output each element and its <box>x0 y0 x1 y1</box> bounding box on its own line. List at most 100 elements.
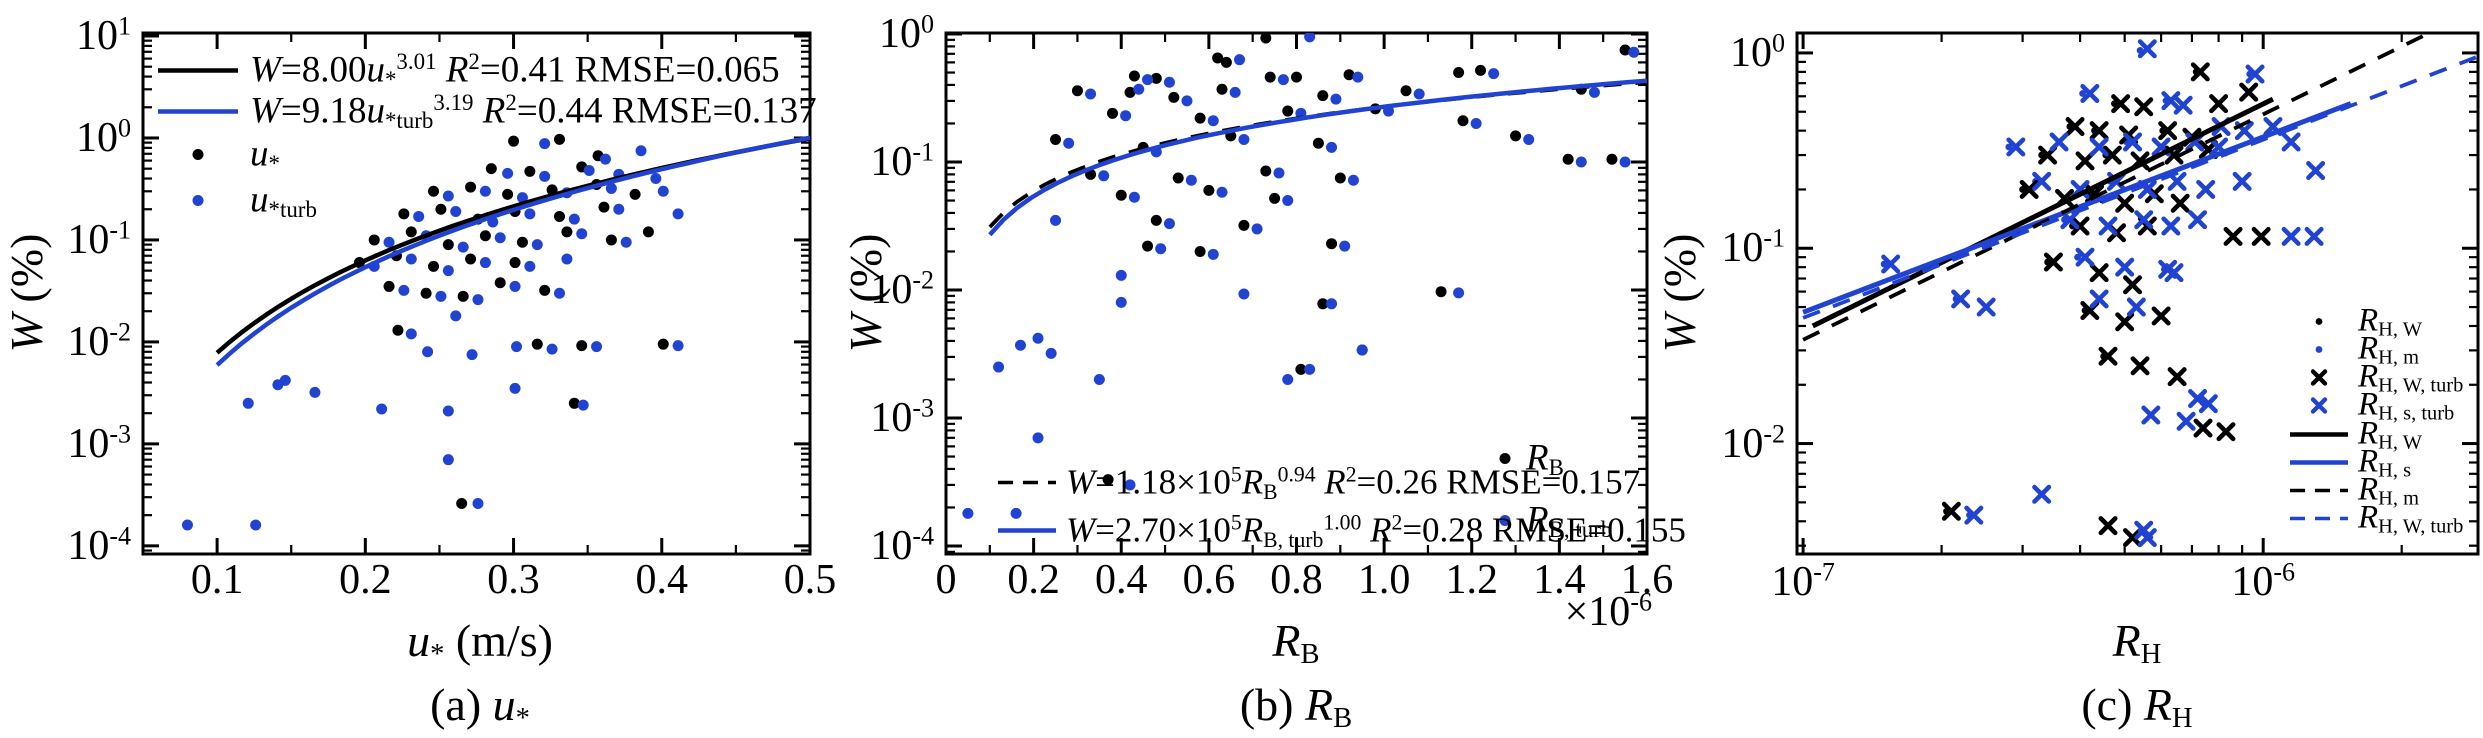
scatter-dot <box>1619 156 1631 168</box>
scatter-x <box>2032 484 2052 504</box>
scatter-x <box>2070 216 2090 236</box>
scatter-dot <box>472 294 484 306</box>
legend-label: RH, m <box>2358 330 2420 369</box>
scatter-dot <box>1229 86 1241 98</box>
legend-entry-c-main-0: RH, W <box>2288 304 2422 340</box>
scatter-x <box>2141 405 2161 425</box>
dash-icon <box>2288 505 2350 531</box>
scatter-dot <box>598 201 610 213</box>
scatter-dot <box>1155 243 1167 255</box>
x-swatch-icon <box>2310 368 2328 386</box>
swatch-x <box>2310 368 2328 386</box>
scatter-dot <box>457 290 469 302</box>
y-tick-label: 10-1 <box>1721 223 1785 272</box>
scatter-dot <box>554 210 566 222</box>
scatter-dot <box>383 280 395 292</box>
scatter-x <box>2170 193 2190 213</box>
caption-a: (a) u* <box>430 679 530 735</box>
scatter-dot <box>456 498 468 510</box>
series-R_H_s_turb <box>1881 39 2326 548</box>
legend-label: u* <box>250 133 280 177</box>
scatter-dot <box>1142 240 1154 252</box>
scatter-dot <box>1203 184 1215 196</box>
scatter-x <box>2089 263 2109 283</box>
scatter-dot <box>1347 174 1359 186</box>
scatter-dot <box>1172 172 1184 184</box>
legend-entry-a-main-3: u*turb <box>156 182 317 221</box>
scatter-dot <box>405 226 417 238</box>
y-axis-label-a: W (%) <box>1 233 52 353</box>
scatter-dot <box>376 403 388 415</box>
panel-b-plot <box>944 31 1649 556</box>
scatter-dot <box>1435 286 1447 298</box>
scatter-dot <box>1575 156 1587 168</box>
scatter-dot <box>1334 172 1346 184</box>
dash-swatch-icon <box>998 480 1056 484</box>
x-tick-label: 0.1 <box>190 557 244 603</box>
legend-label: RH, m <box>2358 471 2420 510</box>
scatter-dot <box>1071 85 1083 97</box>
legend-entry-c-main-2: RH, W, turb <box>2288 360 2463 396</box>
scatter-x <box>2032 171 2052 191</box>
legend-entry-a-main-0: W=8.00u*3.01 R2=0.41 RMSE=0.065 <box>156 50 780 91</box>
scatter-x <box>2216 422 2236 442</box>
scatter-dot <box>1050 133 1062 145</box>
scatter-dot <box>1330 93 1342 105</box>
scatter-dot <box>1523 133 1535 145</box>
scatter-dot <box>577 399 589 411</box>
x-tick-label: 0.4 <box>635 557 689 603</box>
scatter-dot <box>465 181 477 193</box>
scatter-dot <box>1045 347 1057 359</box>
line-icon <box>2288 421 2350 447</box>
x-tick-label: 0.8 <box>1270 557 1323 603</box>
scatter-dot <box>1273 167 1285 179</box>
scatter-dot <box>494 232 506 244</box>
x-tick-label: 0.2 <box>339 557 392 603</box>
scatter-dot <box>1317 298 1329 310</box>
scatter-dot <box>511 341 523 353</box>
scatter-x <box>1976 297 1996 317</box>
line-swatch-icon <box>2290 431 2348 437</box>
scatter-dot <box>554 133 566 145</box>
scatter-x <box>2080 83 2100 103</box>
line-swatch-icon <box>158 67 238 73</box>
x-tick-label: 1.6 <box>1620 557 1674 603</box>
scatter-dot <box>368 234 380 246</box>
swatch-x <box>2310 396 2328 414</box>
scatter-dot <box>272 379 284 391</box>
scatter-x <box>2173 95 2193 115</box>
scatter-dot <box>509 280 521 292</box>
scatter-dot <box>605 182 617 194</box>
scatter-dot <box>1304 33 1316 43</box>
scatter-x <box>2075 247 2095 267</box>
scatter-dot <box>1194 112 1206 124</box>
x-tick-label: 0.5 <box>783 557 837 603</box>
scatter-x <box>2019 179 2039 199</box>
scatter-dot <box>508 135 520 147</box>
scatter-dot <box>1282 105 1294 117</box>
swatch-smalldot <box>2315 317 2323 325</box>
scatter-dot <box>635 145 647 157</box>
scatter-smalldot <box>2074 253 2081 261</box>
scatter-dot <box>1343 69 1355 81</box>
scatter-dot <box>1010 507 1022 519</box>
scatter-dot <box>657 185 669 197</box>
scatter-dot <box>1326 298 1338 310</box>
dot-icon <box>1492 445 1518 471</box>
scatter-dot <box>561 253 573 265</box>
scatter-x <box>2281 226 2301 246</box>
scatter-dot <box>629 188 641 200</box>
swatch-smalldot <box>2315 345 2323 353</box>
scatter-x <box>2075 151 2095 171</box>
scatter-dot <box>531 338 543 350</box>
scatter-dot <box>516 236 528 248</box>
scatter-dot <box>1212 52 1224 64</box>
x-tick-label: 10-6 <box>2231 557 2296 605</box>
scatter-dot <box>524 260 536 272</box>
scatter-dot <box>1098 170 1110 182</box>
scatter-x <box>2190 62 2210 82</box>
dash-swatch-icon <box>2290 488 2348 492</box>
scatter-dot <box>1032 332 1044 344</box>
swatch-dot <box>192 148 204 160</box>
